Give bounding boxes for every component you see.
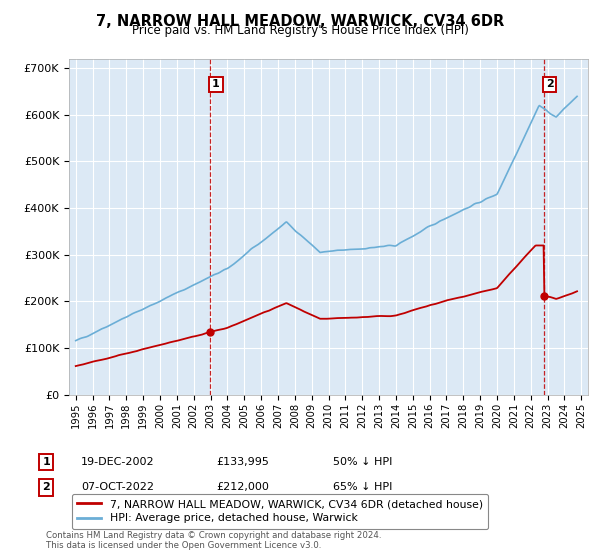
Text: Contains HM Land Registry data © Crown copyright and database right 2024.
This d: Contains HM Land Registry data © Crown c… (46, 531, 382, 550)
Text: £133,995: £133,995 (216, 457, 269, 467)
Text: 2: 2 (546, 80, 553, 90)
Text: Price paid vs. HM Land Registry's House Price Index (HPI): Price paid vs. HM Land Registry's House … (131, 24, 469, 36)
Text: 1: 1 (212, 80, 220, 90)
Text: 50% ↓ HPI: 50% ↓ HPI (333, 457, 392, 467)
Text: 07-OCT-2022: 07-OCT-2022 (81, 482, 154, 492)
Text: 2: 2 (43, 482, 50, 492)
Text: 7, NARROW HALL MEADOW, WARWICK, CV34 6DR: 7, NARROW HALL MEADOW, WARWICK, CV34 6DR (96, 14, 504, 29)
Text: 1: 1 (43, 457, 50, 467)
Text: £212,000: £212,000 (216, 482, 269, 492)
Text: 65% ↓ HPI: 65% ↓ HPI (333, 482, 392, 492)
Legend: 7, NARROW HALL MEADOW, WARWICK, CV34 6DR (detached house), HPI: Average price, d: 7, NARROW HALL MEADOW, WARWICK, CV34 6DR… (72, 494, 488, 529)
Text: 19-DEC-2002: 19-DEC-2002 (81, 457, 155, 467)
